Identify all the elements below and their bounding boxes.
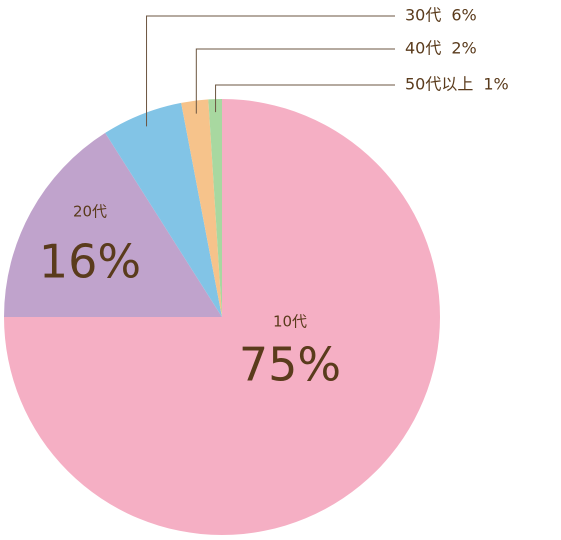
category-label: 20代 — [73, 203, 107, 221]
value-label: 16% — [39, 235, 141, 289]
pie-slice — [181, 99, 222, 317]
value-label: 1% — [483, 75, 508, 94]
value-label: 75% — [239, 338, 341, 392]
pie-slice — [208, 99, 222, 317]
value-label: 6% — [451, 6, 476, 25]
category-label: 40代 — [405, 39, 441, 58]
leader-line — [146, 15, 395, 127]
leader-line — [215, 84, 395, 113]
pie-slice — [105, 102, 222, 317]
category-label: 30代 — [405, 6, 441, 25]
category-label: 50代以上 — [405, 75, 473, 94]
value-label: 2% — [451, 39, 476, 58]
category-label: 10代 — [273, 313, 307, 331]
leader-line — [195, 48, 395, 114]
pie-slice — [4, 132, 222, 317]
